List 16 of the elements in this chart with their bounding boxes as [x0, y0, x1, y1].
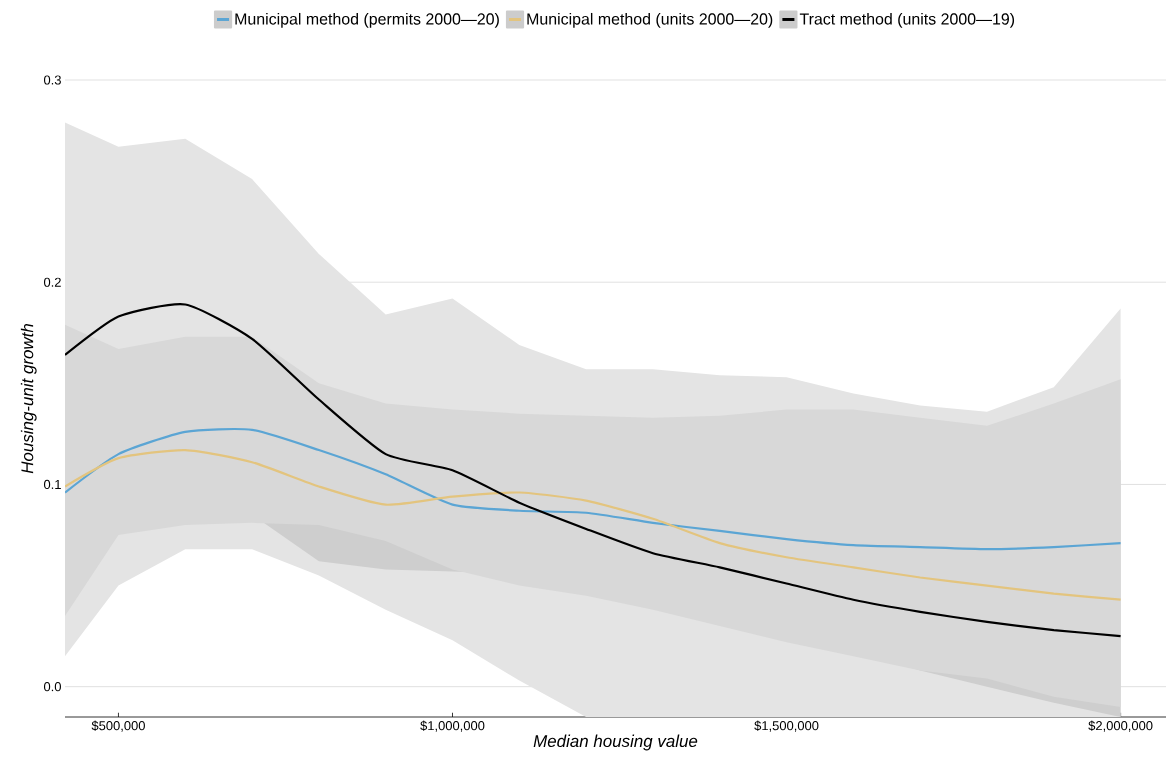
y-tick-label: 0.0 — [43, 682, 61, 692]
x-tick-label: $2,000,000 — [1088, 720, 1153, 732]
y-axis-title: Housing-unit growth — [20, 324, 37, 474]
legend-label: Tract method (units 2000—19) — [799, 12, 1015, 28]
x-tick-label: $1,500,000 — [754, 720, 819, 732]
line-series — [65, 427, 1122, 551]
x-tick-label: $500,000 — [91, 720, 145, 732]
y-tick-label: 0.1 — [43, 479, 61, 490]
legend-label: Municipal method (permits 2000—20) — [235, 12, 499, 28]
x-tick-label: $1,000,000 — [420, 720, 485, 732]
y-tick-label: 0.3 — [43, 75, 61, 85]
line-series — [65, 448, 1122, 601]
y-tick-label: 0.2 — [43, 277, 61, 287]
x-axis-title: Median housing value — [533, 734, 698, 751]
legend-label: Municipal method (units 2000—20) — [527, 12, 773, 28]
line-series — [65, 303, 1122, 638]
